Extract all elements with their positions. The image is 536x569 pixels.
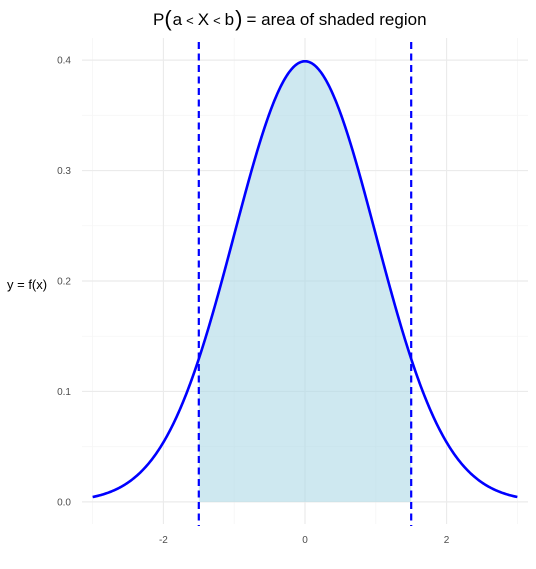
x-tick-label: -2 xyxy=(159,535,168,546)
title-lt-2: < xyxy=(213,13,221,28)
y-tick-label: 0.3 xyxy=(57,166,71,177)
title-x: X xyxy=(198,10,209,29)
title-close-paren: ) xyxy=(235,6,242,31)
title-open-paren: ( xyxy=(164,6,172,31)
title-suffix: = area of shaded region xyxy=(246,10,426,29)
chart-title: P(a < X < b) = area of shaded region xyxy=(153,6,427,31)
y-tick-label: 0.4 xyxy=(57,56,71,67)
title-prefix: P xyxy=(153,10,164,29)
y-tick-label: 0.1 xyxy=(57,387,71,398)
density-curve xyxy=(92,59,518,499)
y-axis-label: y = f(x) xyxy=(7,277,47,292)
y-tick-labels: 0.0 0.1 0.2 0.3 0.4 xyxy=(57,56,71,509)
title-a: a xyxy=(173,10,183,29)
title-lt-1: < xyxy=(186,13,194,28)
x-tick-label: 2 xyxy=(444,535,450,546)
y-tick-label: 0.0 xyxy=(57,497,71,508)
x-tick-label: 0 xyxy=(302,535,308,546)
y-tick-label: 0.2 xyxy=(57,277,71,288)
x-tick-labels: -2 0 2 xyxy=(159,535,450,546)
title-b: b xyxy=(225,10,234,29)
bound-lines xyxy=(197,42,413,526)
